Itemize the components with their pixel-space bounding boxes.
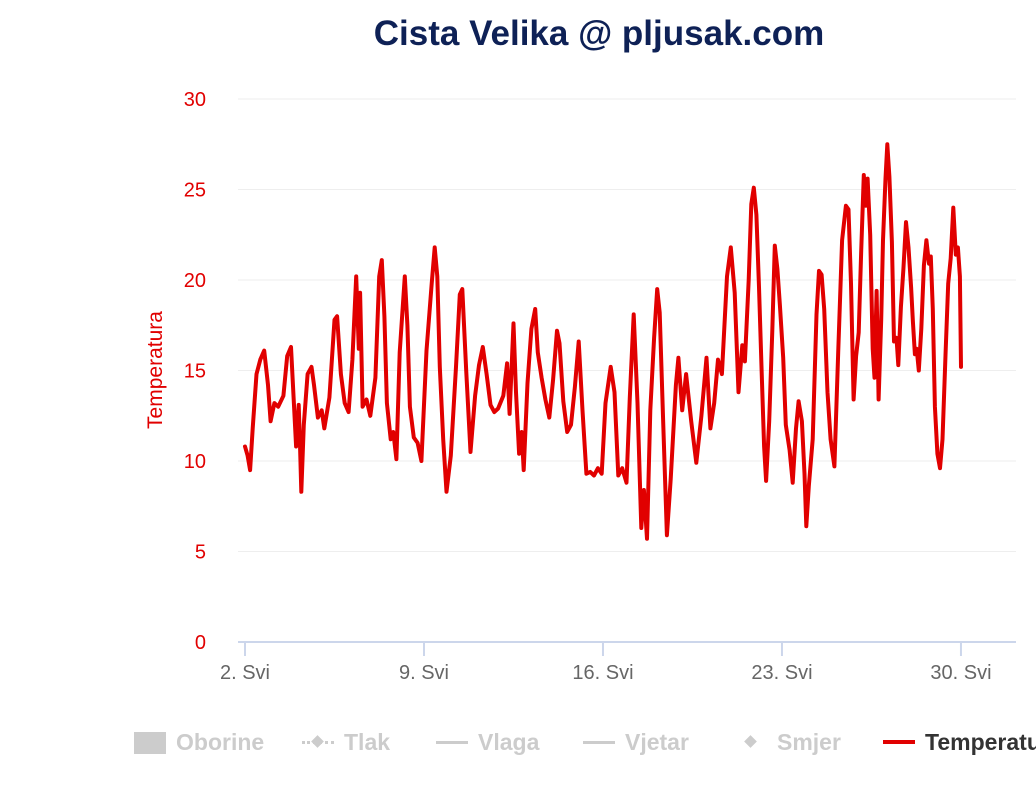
chart-title: Cista Velika @ pljusak.com	[373, 14, 825, 53]
legend-label: Oborine	[176, 728, 265, 755]
legend-item-smjer[interactable]: Smjer	[735, 720, 841, 764]
x-tick-label: 16. Svi	[572, 662, 633, 684]
series-group	[243, 142, 963, 541]
legend-item-vlaga[interactable]: Vlaga	[436, 720, 539, 764]
legend-line-symbol	[583, 732, 615, 752]
series-line-temperatura[interactable]	[243, 142, 963, 541]
y-axis-labels: 0 5 10 15 20 25 30	[184, 89, 206, 654]
x-tick-label: 23. Svi	[751, 662, 812, 684]
x-axis-labels: 2. Svi 9. Svi 16. Svi 23. Svi 30. Svi	[220, 662, 992, 684]
legend-label: Vjetar	[625, 728, 689, 755]
x-tick-label: 2. Svi	[220, 662, 270, 684]
legend-item-oborine[interactable]: Oborine	[134, 720, 264, 764]
x-axis	[238, 641, 1016, 656]
y-tick-label: 30	[184, 89, 206, 111]
legend-label: Tlak	[344, 728, 391, 755]
y-tick-label: 0	[195, 632, 206, 654]
x-tick-label: 9. Svi	[399, 662, 449, 684]
legend-line-symbol	[436, 732, 468, 752]
legend-box-symbol	[134, 732, 166, 754]
legend-item-tlak[interactable]: Tlak	[302, 720, 390, 764]
legend-item-temperatura[interactable]: Temperatura	[883, 720, 1036, 764]
legend-label: Vlaga	[478, 728, 540, 755]
legend: Oborine Tlak Vlaga Vjetar Smjer Temperat…	[0, 720, 1036, 764]
y-axis-title: Temperatura	[144, 311, 167, 429]
legend-label: Smjer	[777, 728, 841, 755]
legend-label: Temperatura	[925, 728, 1036, 755]
y-tick-label: 20	[184, 270, 206, 292]
legend-item-vjetar[interactable]: Vjetar	[583, 720, 689, 764]
y-tick-label: 10	[184, 451, 206, 473]
y-tick-label: 25	[184, 180, 206, 202]
legend-dash-diamond-symbol	[302, 732, 334, 752]
legend-red-line-symbol	[883, 732, 915, 752]
legend-diamond-symbol	[735, 732, 767, 752]
y-tick-label: 15	[184, 361, 206, 383]
y-tick-label: 5	[195, 542, 206, 564]
x-tick-label: 30. Svi	[930, 662, 991, 684]
